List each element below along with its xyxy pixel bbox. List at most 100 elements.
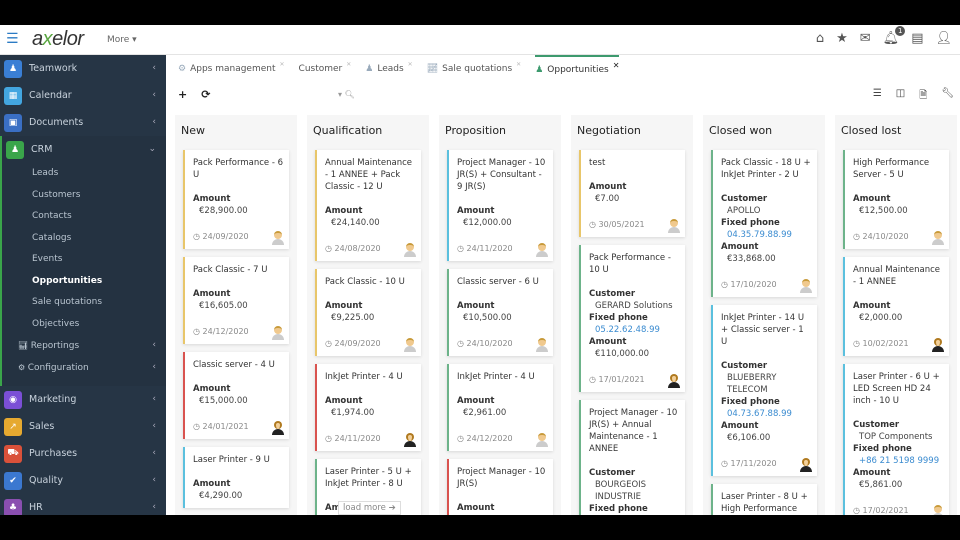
opportunity-card[interactable]: Project Manager - 10 JR(S) Amount: [447, 459, 553, 515]
star-icon[interactable]: ★: [836, 31, 848, 46]
sidebar-item-quality[interactable]: ✔ Quality ‹: [0, 467, 166, 494]
phone-link[interactable]: 04.73.67.88.99: [727, 409, 792, 419]
opportunity-card[interactable]: Pack Classic - 18 U + InkJet Printer - 2…: [711, 150, 817, 297]
sidebar-item-documents[interactable]: ▣ Documents ‹: [0, 109, 166, 136]
opportunity-card[interactable]: Project Manager - 10 JR(S) + Consultant …: [447, 150, 553, 261]
logo[interactable]: axelor: [32, 28, 84, 50]
user-avatar[interactable]: 👤︎: [935, 31, 952, 46]
mail-icon[interactable]: ✉: [859, 31, 871, 46]
sidebar-subitem-customers[interactable]: Customers: [32, 189, 81, 200]
sidebar-item-crm[interactable]: ♟ CRM ⌄: [2, 136, 166, 163]
close-icon[interactable]: ✕: [346, 60, 352, 68]
tab-opportunities[interactable]: ♟ Opportunities ✕: [535, 55, 620, 83]
opportunity-card[interactable]: Pack Classic - 7 U Amount €16,605.00 ◷ 24/1…: [183, 257, 289, 344]
sidebar-item-purchases[interactable]: ⛟ Purchases ‹: [0, 440, 166, 467]
card-title: Project Manager - 10 JR(S) + Consultant …: [457, 158, 546, 192]
sidebar-item-marketing[interactable]: ◉ Marketing ‹: [0, 386, 166, 413]
opportunity-card[interactable]: Annual Maintenance - 1 ANNEE Amount €2,000…: [843, 257, 949, 356]
tab-customer[interactable]: Customer ✕: [299, 55, 352, 83]
sidebar-item-teamwork[interactable]: ♟ Teamwork ‹: [0, 55, 166, 82]
field-value: €9,225.00: [331, 313, 375, 323]
opportunity-card[interactable]: test Amount €7.00 ◷ 30/05/2021: [579, 150, 685, 237]
column-title: Proposition: [445, 124, 507, 137]
opportunity-card[interactable]: Project Manager - 10 JR(S) + Annual Main…: [579, 400, 685, 515]
phone-link[interactable]: 04.35.79.88.99: [727, 230, 792, 240]
sidebar-subitem-objectives[interactable]: Objectives: [32, 318, 80, 329]
search-field[interactable]: ▾ 🔍︎: [338, 90, 355, 99]
close-icon[interactable]: ✕: [279, 60, 285, 68]
field-label: Fixed phone: [589, 504, 648, 514]
kanban-column-negotiation: Negotiation test Amount €7.00 ◷ 30/05/2021 Pa…: [571, 115, 693, 515]
home-icon[interactable]: ⌂: [815, 31, 825, 46]
kanban-view-icon[interactable]: ◫: [895, 88, 906, 99]
opportunity-card[interactable]: InkJet Printer - 14 U + Classic server -…: [711, 305, 817, 476]
wrench-icon[interactable]: 🔧︎: [941, 88, 954, 99]
card-title: InkJet Printer - 4 U: [325, 372, 403, 382]
field-value: €4,290.00: [199, 491, 243, 501]
column-title: Closed lost: [841, 124, 902, 137]
opportunity-card[interactable]: Pack Performance - 6 U Amount €28,900.00 ◷ …: [183, 150, 289, 249]
sidebar-subitem-events[interactable]: Events: [32, 254, 63, 264]
opportunity-card[interactable]: InkJet Printer - 4 U Amount €1,974.00 ◷ 24/…: [315, 364, 421, 451]
clock-icon: ◷: [853, 506, 863, 515]
avatar-head: [934, 338, 942, 346]
sidebar-item-sales[interactable]: ↗ Sales ‹: [0, 413, 166, 440]
assignee-avatar: [272, 231, 284, 245]
more-menu[interactable]: More ▾: [107, 35, 137, 45]
tab-apps-management[interactable]: ⚙ Apps management ✕: [178, 55, 285, 83]
opportunity-card[interactable]: Pack Classic - 10 U Amount €9,225.00 ◷ 24/0…: [315, 269, 421, 356]
sidebar-subitem-leads[interactable]: Leads: [32, 168, 59, 178]
refresh-icon[interactable]: ⟳: [201, 88, 211, 101]
sidebar-item-hr[interactable]: ♣ HR ‹: [0, 494, 166, 515]
kanban-column-closed-lost: Closed lost High Performance Server - 5 U…: [835, 115, 957, 515]
sidebar-subitem-sale-quotations[interactable]: Sale quotations: [32, 297, 103, 307]
sidebar-item-label: CRM: [31, 144, 53, 155]
load-more-button[interactable]: load more ➔: [338, 501, 401, 515]
sidebar-subitem-catalogs[interactable]: Catalogs: [32, 232, 72, 243]
field-value: €2,961.00: [463, 408, 507, 418]
add-icon[interactable]: +: [178, 88, 188, 101]
clock-icon: ◷: [589, 375, 599, 384]
date-value: 24/09/2020: [334, 339, 381, 348]
avatar-head: [274, 326, 282, 334]
sidebar-subgroup-reportings[interactable]: 📊︎ Reportings ‹: [2, 335, 166, 357]
menu-toggle-icon[interactable]: ☰: [6, 31, 19, 47]
column-title: New: [181, 124, 205, 137]
sidebar-subgroup-configuration[interactable]: ⚙ Configuration ‹: [2, 357, 166, 379]
document-icon: ▣: [4, 113, 22, 132]
tab-sale-quotations[interactable]: 📈︎ Sale quotations ✕: [427, 55, 522, 83]
clock-icon: ◷: [721, 280, 731, 289]
bell-icon[interactable]: 🔔︎ 1: [883, 26, 906, 46]
opportunity-card[interactable]: InkJet Printer - 4 U Amount €2,961.00 ◷ 24/…: [447, 364, 553, 451]
field-value: €12,500.00: [859, 206, 908, 216]
field-value: €33,868.00: [727, 254, 776, 264]
opportunity-card[interactable]: Pack Performance - 10 U Customer GERARD So…: [579, 245, 685, 392]
field-label: Customer: [589, 289, 636, 299]
form-view-icon[interactable]: 🗎︎: [919, 90, 928, 101]
org-icon: ♣: [4, 498, 22, 515]
toolbar: + ⟳ ▾ 🔍︎ ☰ ◫ 🗎︎ 🔧︎: [166, 83, 960, 107]
avatar-head: [538, 243, 546, 251]
close-icon[interactable]: ✕: [612, 60, 620, 70]
opportunity-card[interactable]: Classic server - 6 U Amount €10,500.00 ◷ 24…: [447, 269, 553, 356]
opportunity-card[interactable]: Laser Printer - 9 U Amount €4,290.00: [183, 447, 289, 508]
opportunity-card[interactable]: Laser Printer - 6 U + LED Screen HD 24 i…: [843, 364, 949, 515]
close-icon[interactable]: ✕: [407, 60, 413, 68]
opportunity-card[interactable]: Laser Printer - 8 U + High Performance S…: [711, 484, 817, 515]
sidebar-item-calendar[interactable]: ▦ Calendar ‹: [0, 82, 166, 109]
tab-leads[interactable]: ♟ Leads ✕: [365, 55, 412, 83]
avatar-body: [536, 251, 548, 257]
opportunity-card[interactable]: Annual Maintenance - 1 ANNEE + Pack Clas…: [315, 150, 421, 261]
bar-chart-icon: 📊︎: [18, 341, 31, 350]
book-icon[interactable]: ▤: [911, 31, 924, 46]
phone-link[interactable]: 05.22.62.48.99: [595, 325, 660, 335]
close-icon[interactable]: ✕: [516, 60, 522, 68]
user-icon: ♟: [365, 64, 374, 74]
sidebar-subitem-opportunities[interactable]: Opportunities: [32, 275, 103, 286]
phone-link[interactable]: +86 21 5198 9999: [859, 456, 940, 466]
opportunity-card[interactable]: High Performance Server - 5 U Amount €12,5…: [843, 150, 949, 249]
list-view-icon[interactable]: ☰: [872, 88, 882, 99]
avatar-head: [802, 458, 810, 466]
sidebar-subitem-contacts[interactable]: Contacts: [32, 211, 72, 221]
opportunity-card[interactable]: Classic server - 4 U Amount €15,000.00 ◷ 24…: [183, 352, 289, 439]
